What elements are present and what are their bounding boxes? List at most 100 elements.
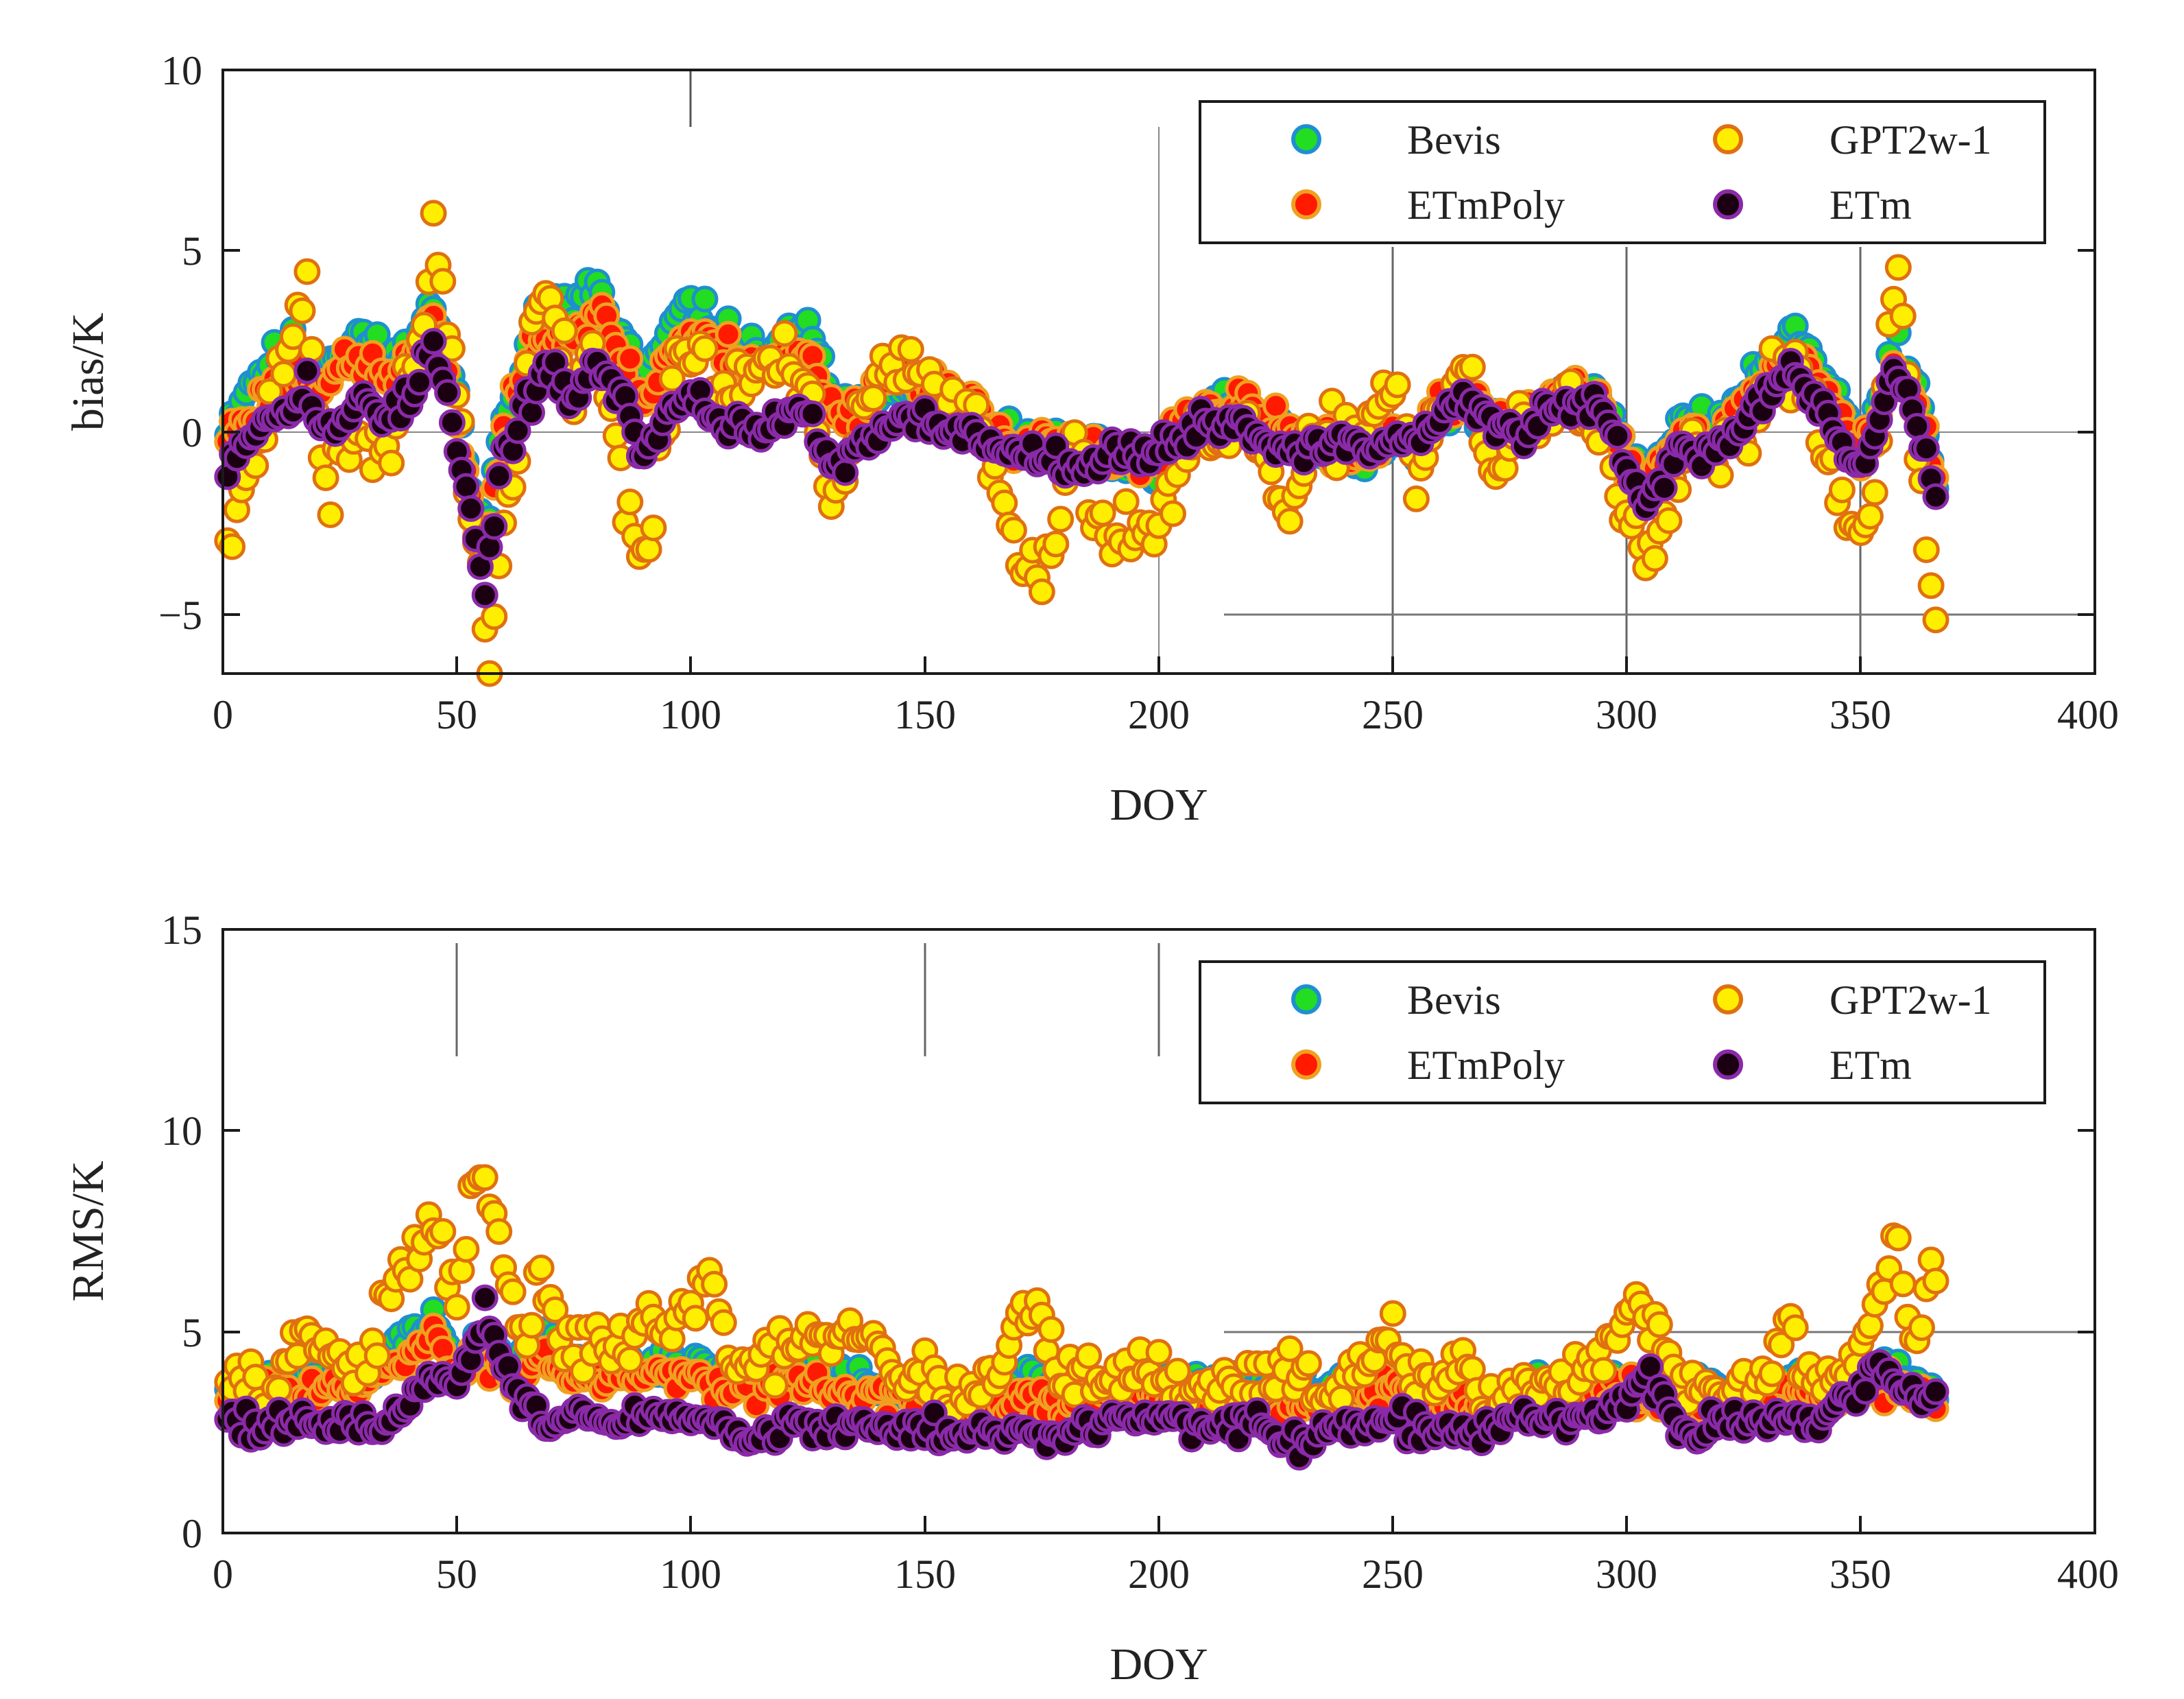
bias-y-tick-label: 10 — [161, 48, 202, 93]
data-point — [1884, 254, 1912, 281]
data-point — [658, 1325, 686, 1353]
data-point — [710, 1309, 737, 1336]
data-point — [270, 360, 298, 388]
data-point — [363, 1342, 391, 1369]
bias-x-tick-label: 0 — [213, 692, 233, 737]
data-point — [453, 473, 480, 500]
data-point — [219, 533, 246, 560]
data-point — [279, 323, 307, 351]
data-point — [1145, 1339, 1173, 1366]
data-point — [1075, 1342, 1103, 1370]
legend-marker-etmpoly — [1291, 1049, 1321, 1080]
data-point — [485, 462, 513, 490]
series-gpt2w-1 — [214, 1164, 1949, 1437]
rms-legend: Bevis GPT2w-1 ETmPoly ETm — [1199, 960, 2046, 1104]
data-point — [771, 320, 798, 347]
data-point — [471, 582, 499, 609]
series-etm — [214, 328, 1949, 609]
data-point — [761, 1372, 789, 1399]
data-point — [1908, 1314, 1935, 1342]
data-point — [481, 513, 508, 540]
bias-x-tick-label: 350 — [1829, 692, 1891, 737]
data-point — [1037, 1316, 1065, 1343]
bias-x-tick-label: 250 — [1362, 692, 1424, 737]
bias-x-tick-label: 150 — [894, 692, 956, 737]
data-point — [542, 1296, 569, 1324]
data-point — [457, 495, 485, 522]
data-point — [1589, 1357, 1617, 1384]
data-point — [658, 365, 686, 392]
data-point — [616, 488, 644, 516]
data-point — [438, 409, 466, 436]
data-point — [682, 1305, 709, 1332]
data-point — [1276, 508, 1304, 535]
legend-marker-etmpoly — [1291, 189, 1321, 219]
data-point — [1904, 413, 1931, 440]
data-point — [1828, 476, 1856, 503]
legend-marker-gpt2w — [1713, 984, 1743, 1014]
data-point — [481, 603, 508, 630]
data-point — [1856, 503, 1884, 530]
legend-label-bevis: Bevis — [1407, 977, 1501, 1023]
rms-x-tick-label: 100 — [660, 1552, 721, 1597]
data-point — [1276, 1335, 1304, 1362]
bias-y-axis: −5 0 5 10 — [158, 48, 2095, 638]
rms-y-axis: 0 5 10 15 — [161, 907, 2095, 1556]
bias-x-tick-label: 200 — [1128, 692, 1190, 737]
bias-x-tick-label: 100 — [660, 692, 721, 737]
rms-x-tick-label: 200 — [1128, 1552, 1190, 1597]
series-etm — [214, 1284, 1949, 1471]
data-point — [832, 459, 859, 486]
data-point — [1459, 353, 1486, 381]
data-point — [499, 1278, 527, 1305]
data-point — [1856, 1312, 1884, 1340]
data-point — [860, 384, 887, 412]
data-point — [1861, 479, 1888, 506]
rms-legend-box — [1199, 960, 2046, 1104]
data-point — [1000, 516, 1027, 544]
rms-points — [214, 1164, 1949, 1471]
rms-y-tick-label: 10 — [161, 1108, 202, 1154]
data-point — [1042, 530, 1070, 558]
data-point — [471, 1284, 499, 1311]
legend-marker-gpt2w — [1713, 124, 1743, 154]
data-point — [429, 1217, 457, 1245]
legend-marker-etm — [1713, 189, 1743, 219]
data-point — [434, 379, 461, 406]
legend-label-etm: ETm — [1829, 1043, 1912, 1088]
data-point — [691, 285, 719, 313]
data-point — [1781, 1314, 1809, 1342]
bias-x-tick-label: 50 — [436, 692, 477, 737]
rms-chart: 0 5 10 15 0 50 100 150 200 250 300 350 4… — [63, 907, 2119, 1689]
bias-x-axis-title: DOY — [1110, 780, 1208, 830]
data-point — [518, 399, 545, 426]
bias-y-axis-title: bias/K — [63, 313, 113, 431]
legend-label-gpt2w: GPT2w-1 — [1829, 977, 1992, 1023]
data-point — [715, 320, 742, 348]
data-point — [1922, 1378, 1949, 1405]
data-point — [635, 536, 662, 563]
data-point — [443, 1294, 470, 1321]
data-point — [298, 335, 326, 363]
legend-label-etmpoly: ETmPoly — [1407, 1043, 1565, 1088]
rms-x-tick-label: 400 — [2057, 1552, 2119, 1597]
data-point — [256, 378, 283, 405]
legend-label-etmpoly: ETmPoly — [1407, 182, 1565, 228]
data-point — [1295, 1350, 1322, 1377]
data-point — [1028, 578, 1055, 606]
data-point — [1768, 1331, 1795, 1359]
data-point — [701, 1270, 728, 1298]
data-point — [1164, 1357, 1191, 1385]
data-point — [691, 335, 719, 362]
data-point — [429, 268, 457, 295]
data-point — [1384, 371, 1411, 399]
data-point — [518, 1311, 545, 1339]
legend-label-bevis: Bevis — [1407, 117, 1501, 163]
rms-y-tick-label: 5 — [182, 1310, 202, 1355]
rms-x-axis-title: DOY — [1110, 1639, 1208, 1689]
data-point — [616, 1346, 644, 1374]
rms-x-tick-label: 0 — [213, 1552, 233, 1597]
data-point — [991, 489, 1018, 516]
rms-x-tick-label: 150 — [894, 1552, 956, 1597]
data-point — [1922, 1268, 1949, 1295]
